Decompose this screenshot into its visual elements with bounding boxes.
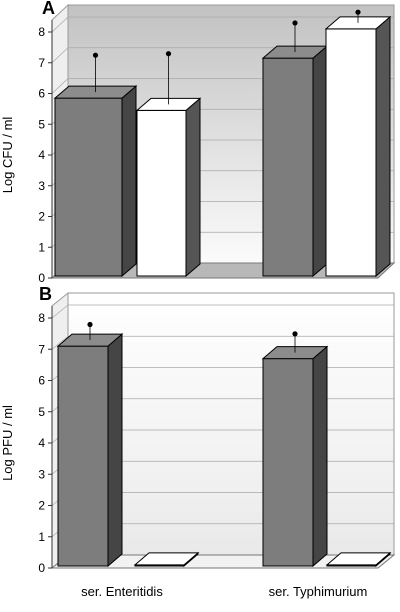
y-tick-label: 5 bbox=[38, 117, 45, 131]
bar-top bbox=[325, 552, 392, 566]
error-cap bbox=[292, 331, 298, 337]
y-tick-label: 2 bbox=[38, 210, 45, 224]
bar bbox=[54, 97, 123, 277]
bar bbox=[262, 358, 314, 567]
bar bbox=[136, 109, 187, 277]
panel-label: A bbox=[42, 0, 55, 18]
y-tick-label: 3 bbox=[38, 179, 45, 193]
y-axis-label: Log CFU / ml bbox=[0, 117, 15, 194]
bar-top bbox=[133, 552, 200, 566]
bar bbox=[325, 28, 377, 277]
y-tick-label: 6 bbox=[38, 87, 45, 101]
x-tick-label: ser. Enteritidis bbox=[81, 584, 163, 599]
y-tick-label: 3 bbox=[38, 467, 45, 481]
y-tick-label: 6 bbox=[38, 374, 45, 388]
y-axis-label: Log PFU / ml bbox=[0, 405, 15, 481]
y-tick-label: 4 bbox=[38, 148, 45, 162]
gridline-side bbox=[51, 16, 69, 33]
panel-a: 0 1 2 3 4 5 6 7 8 A Log CFU / ml bbox=[0, 0, 396, 285]
bar bbox=[57, 345, 109, 567]
error-cap bbox=[355, 9, 361, 15]
bar-side bbox=[312, 345, 328, 568]
bar-side bbox=[107, 333, 123, 568]
y-tick-label: 5 bbox=[38, 405, 45, 419]
gridline-side bbox=[51, 78, 69, 94]
y-tick-label: 7 bbox=[38, 342, 45, 356]
y-tick-label: 7 bbox=[38, 56, 45, 70]
error-cap bbox=[92, 52, 99, 58]
bar bbox=[262, 57, 314, 277]
error-cap bbox=[292, 20, 298, 26]
y-tick-label: 4 bbox=[38, 436, 45, 450]
panel-b: 0 1 2 3 4 5 6 7 8 B Log PFU / ml bbox=[0, 284, 396, 575]
panel-label: B bbox=[39, 284, 52, 304]
gridline-side bbox=[51, 335, 69, 350]
bar-side bbox=[375, 15, 391, 278]
x-tick-label: ser. Typhimurium bbox=[269, 584, 368, 599]
gridline-side bbox=[51, 47, 69, 64]
y-tick-label: 0 bbox=[38, 561, 45, 575]
gridline-side bbox=[51, 304, 69, 319]
y-tick-label: 8 bbox=[38, 25, 45, 39]
bar-side bbox=[121, 85, 137, 278]
y-tick-label: 8 bbox=[38, 311, 45, 325]
error-cap bbox=[87, 321, 93, 328]
error-cap bbox=[165, 51, 172, 57]
y-tick-label: 1 bbox=[38, 530, 45, 544]
y-tick-label: 0 bbox=[38, 271, 45, 285]
bar-side bbox=[312, 45, 328, 278]
y-tick-label: 2 bbox=[38, 499, 45, 513]
y-tick-label: 1 bbox=[38, 240, 45, 254]
bar-side bbox=[185, 97, 201, 278]
